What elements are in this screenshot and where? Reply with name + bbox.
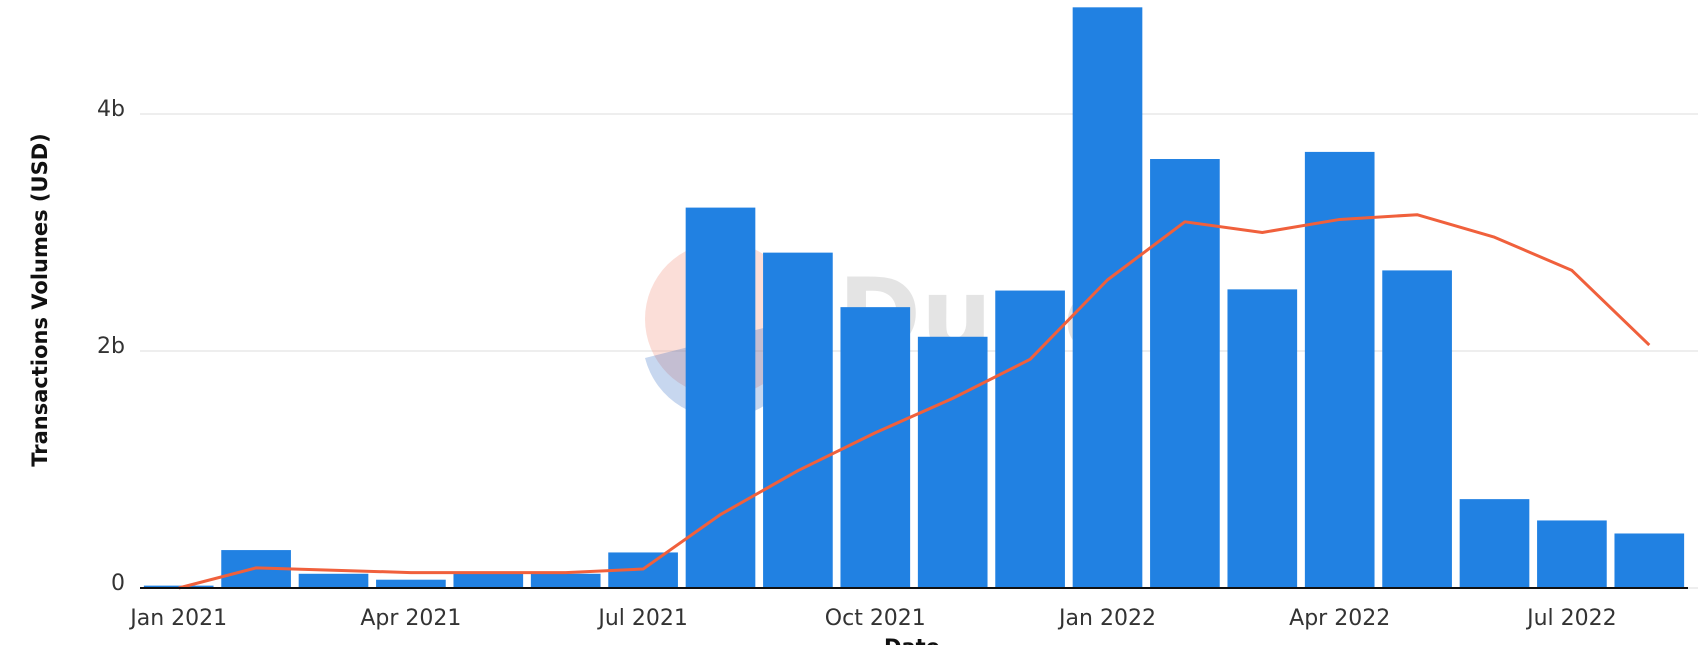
bar [530,573,601,588]
bar [298,573,369,588]
bar [840,307,911,588]
y-tick-label: 2b [97,334,125,359]
y-tick-label: 4b [97,97,125,122]
bar [1072,7,1143,588]
x-axis-title: Date [884,635,940,645]
bar [1150,159,1220,588]
bar [1537,520,1607,588]
y-axis-title: Transactions Volumes (USD) [28,133,52,466]
x-tick-label: Jul 2022 [1525,606,1617,631]
bar [995,290,1065,588]
x-tick-label: Apr 2021 [360,606,461,631]
bar [1459,499,1530,588]
bar [685,207,756,588]
line [178,213,1651,590]
x-tick-label: Apr 2022 [1289,606,1390,631]
bar [1227,289,1298,588]
x-tick-label: Jan 2022 [1057,606,1156,631]
y-tick-label: 0 [111,571,125,596]
x-tick-label: Jul 2021 [596,606,688,631]
bar [1382,270,1452,588]
bar [917,336,988,588]
bar [453,573,524,588]
x-tick-label: Jan 2021 [128,606,227,631]
x-tick-label: Oct 2021 [825,606,926,631]
bar [1614,533,1685,588]
bar [763,252,833,588]
bar [376,579,446,588]
